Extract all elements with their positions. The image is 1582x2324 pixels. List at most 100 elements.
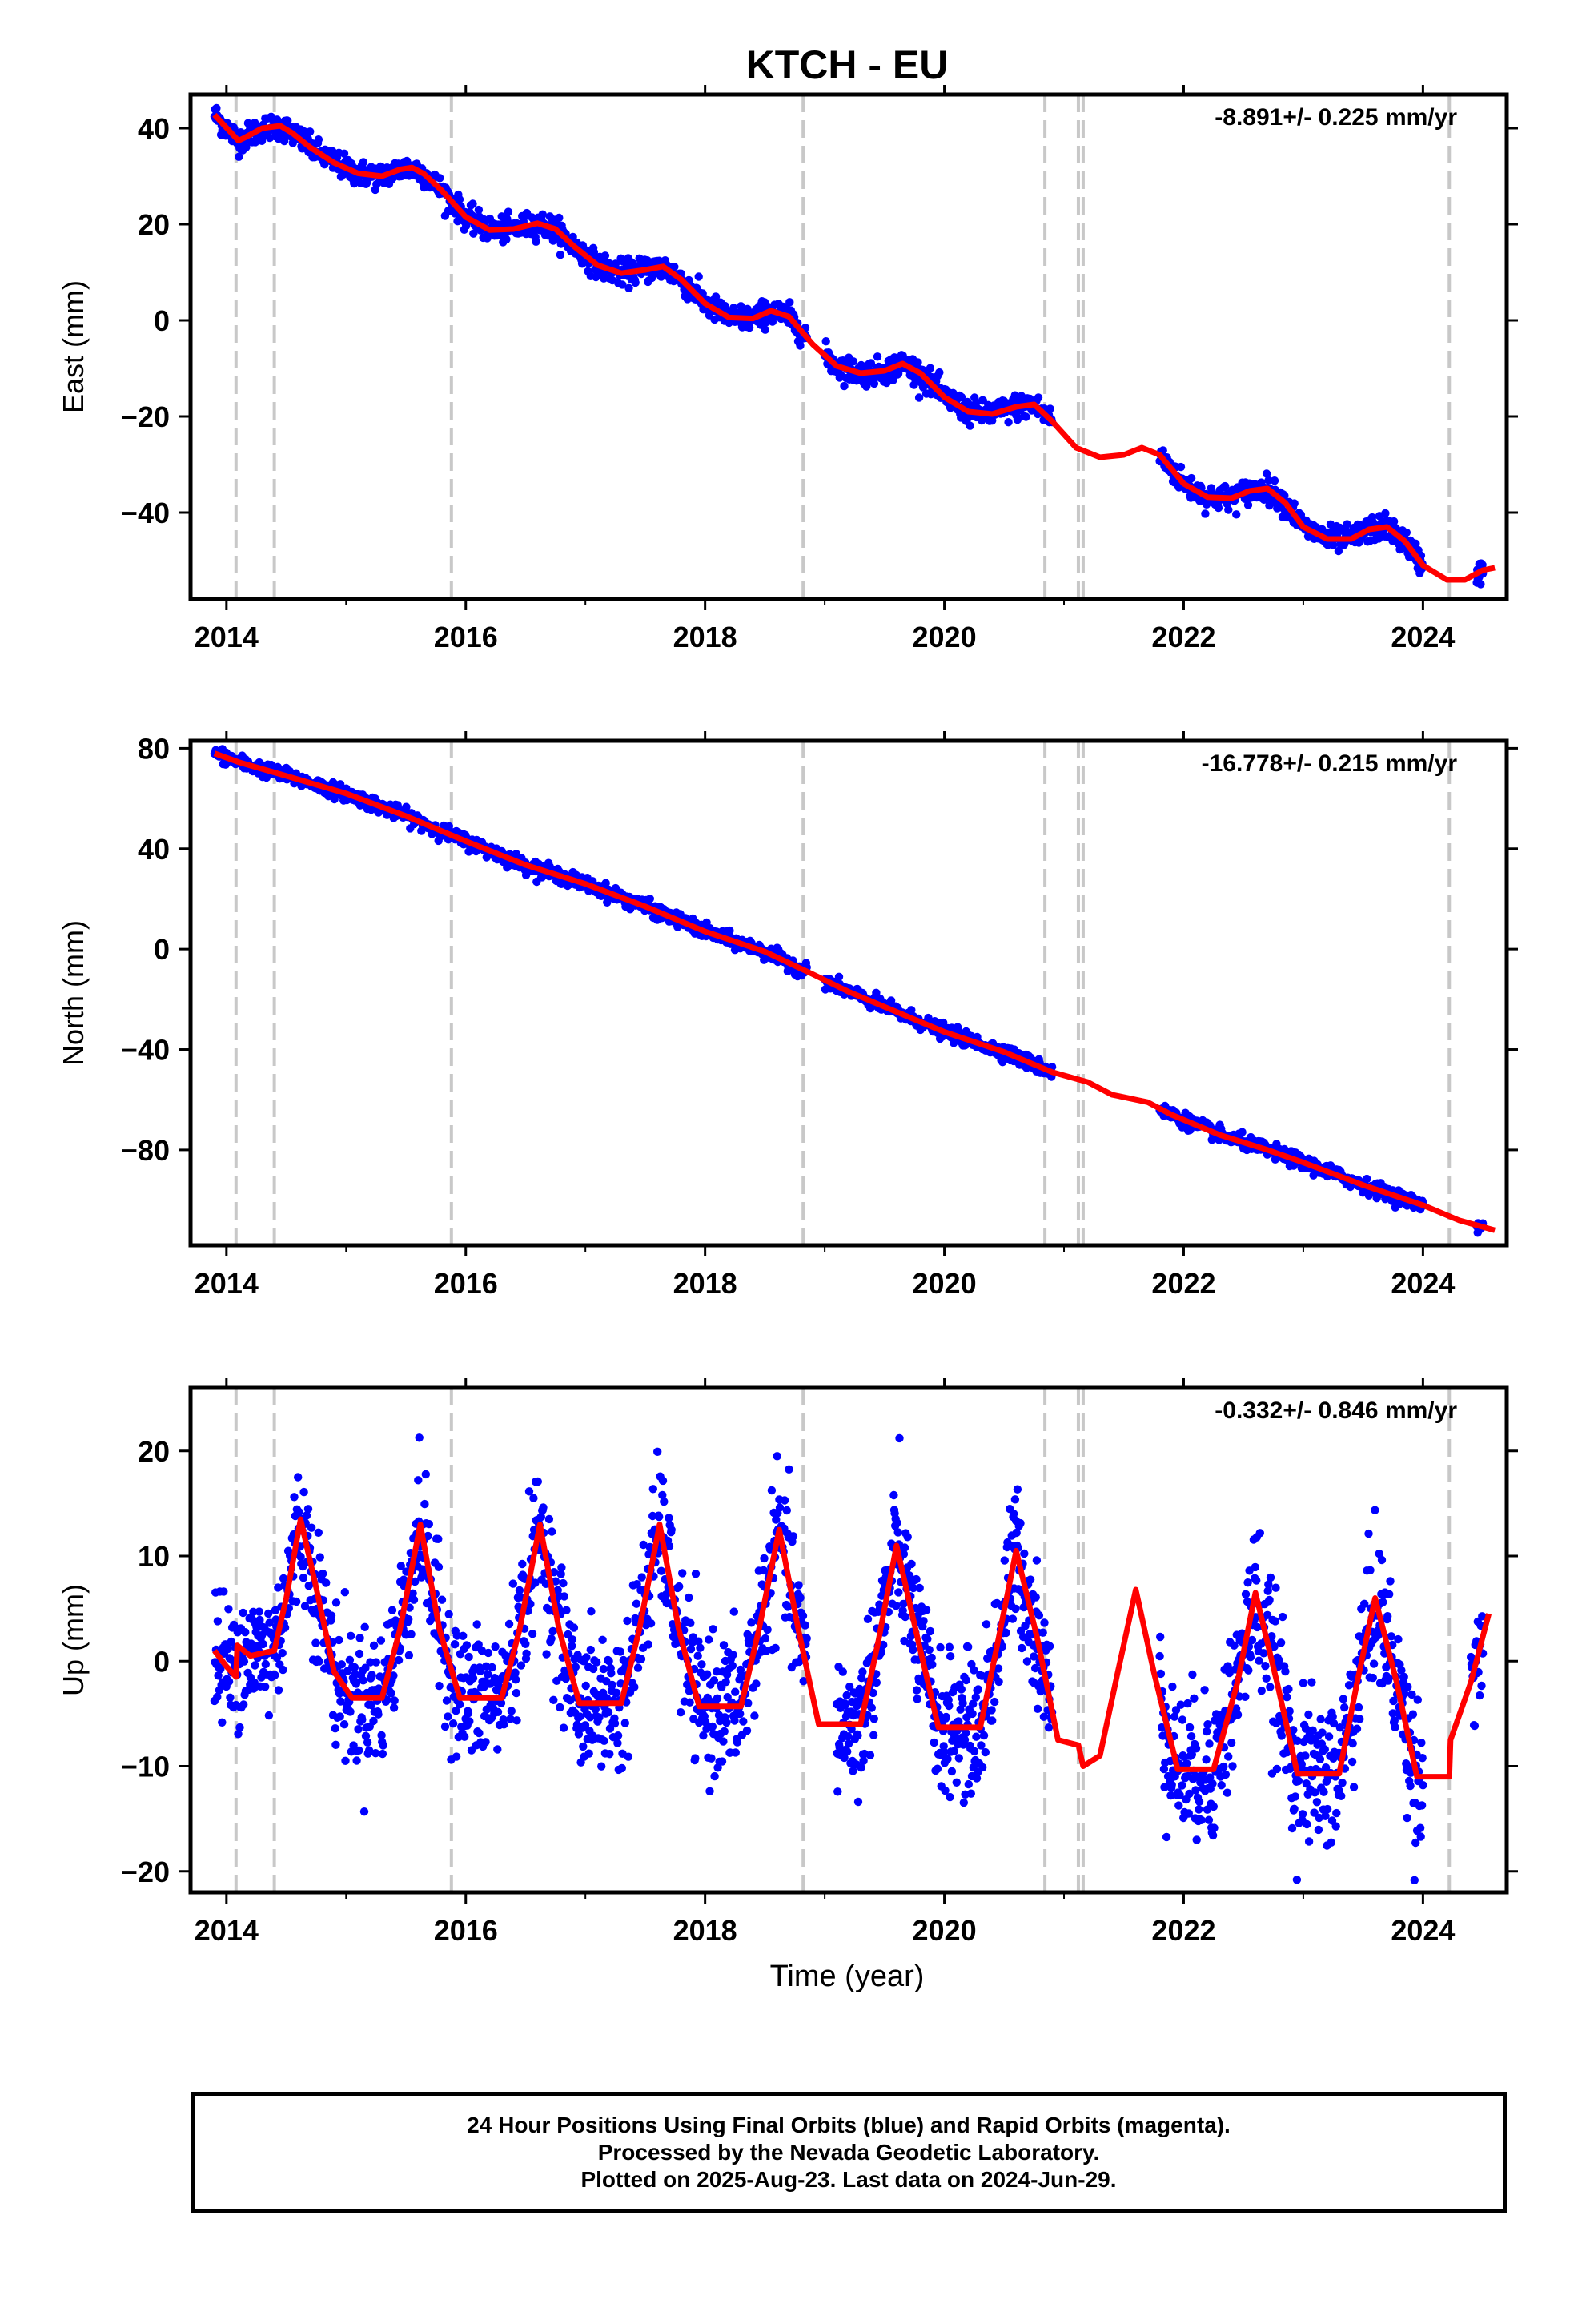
y-tick-label: 40 xyxy=(138,833,170,866)
data-point xyxy=(648,1511,657,1521)
x-tick-label: 2022 xyxy=(1151,1267,1215,1300)
data-point xyxy=(624,283,633,292)
data-point xyxy=(771,1643,780,1653)
data-point xyxy=(1030,1663,1040,1673)
data-point xyxy=(239,1608,247,1618)
data-point xyxy=(677,1708,685,1717)
data-point xyxy=(912,1574,921,1584)
data-point xyxy=(522,1649,531,1658)
data-point xyxy=(279,1574,288,1583)
data-point xyxy=(556,251,565,259)
data-point xyxy=(464,1652,473,1662)
data-point xyxy=(366,1658,375,1667)
data-point xyxy=(1013,415,1022,424)
data-point xyxy=(404,1651,414,1660)
data-point xyxy=(314,1528,323,1538)
data-point xyxy=(719,1641,729,1650)
data-point xyxy=(340,1588,349,1597)
data-point xyxy=(551,1577,560,1586)
data-point xyxy=(914,393,924,402)
data-point xyxy=(512,1688,521,1698)
data-point xyxy=(218,1718,227,1727)
data-point xyxy=(481,1738,490,1747)
data-point xyxy=(736,1665,745,1675)
data-point xyxy=(796,341,805,350)
data-point xyxy=(440,1722,450,1731)
plot-frame-north xyxy=(188,738,1509,1248)
data-point xyxy=(280,1623,290,1632)
data-point xyxy=(720,1727,729,1736)
data-point xyxy=(394,1655,404,1665)
data-point xyxy=(941,1786,950,1795)
data-point xyxy=(213,1692,222,1702)
data-point xyxy=(1004,418,1013,427)
y-tick-label: −20 xyxy=(121,400,170,433)
data-point xyxy=(390,1696,399,1705)
data-point xyxy=(789,1532,798,1541)
x-tick-label: 2020 xyxy=(913,1267,977,1300)
data-point xyxy=(865,1751,875,1759)
data-point xyxy=(696,1643,705,1652)
data-point xyxy=(1186,473,1196,483)
data-point xyxy=(469,229,478,238)
data-point xyxy=(504,207,513,216)
data-point xyxy=(592,1658,601,1667)
data-point xyxy=(506,1715,515,1723)
data-point xyxy=(571,1663,580,1671)
data-point xyxy=(547,1634,556,1643)
data-point xyxy=(444,1712,452,1721)
data-point xyxy=(604,1656,613,1666)
data-point xyxy=(560,1592,568,1601)
data-point xyxy=(665,1514,673,1522)
data-point xyxy=(785,298,794,307)
data-point xyxy=(685,1593,693,1602)
data-point xyxy=(660,1497,669,1506)
data-point xyxy=(241,1628,250,1637)
data-point xyxy=(472,1620,481,1629)
data-point xyxy=(909,1583,918,1593)
data-point xyxy=(389,1671,398,1680)
data-point xyxy=(709,1625,717,1634)
data-point xyxy=(264,1609,273,1618)
data-point xyxy=(873,352,882,361)
data-point xyxy=(752,1679,761,1688)
data-point xyxy=(584,1749,593,1758)
data-point xyxy=(935,368,944,377)
data-point xyxy=(493,1707,503,1716)
data-point xyxy=(307,1523,316,1532)
data-point xyxy=(279,1665,287,1675)
data-point xyxy=(339,1720,349,1729)
data-point xyxy=(603,898,612,907)
x-tick-label: 2016 xyxy=(434,621,498,653)
data-point xyxy=(919,1617,928,1626)
data-point xyxy=(701,1718,710,1727)
data-point xyxy=(1176,462,1186,472)
data-point xyxy=(794,1581,803,1590)
data-point xyxy=(667,1526,676,1534)
plot-frame-east xyxy=(188,92,1509,601)
data-point xyxy=(840,381,849,391)
data-point xyxy=(359,1807,369,1816)
data-point xyxy=(518,1559,527,1569)
data-point xyxy=(1038,1628,1047,1637)
data-point xyxy=(1046,404,1054,413)
data-point xyxy=(335,1635,343,1645)
data-point xyxy=(892,1602,901,1610)
data-point xyxy=(907,1006,916,1015)
data-point xyxy=(591,1705,600,1714)
data-point xyxy=(278,1648,287,1658)
data-point xyxy=(1329,541,1338,549)
data-point xyxy=(450,1640,460,1649)
data-point xyxy=(360,1622,369,1632)
data-point xyxy=(866,359,876,368)
data-point xyxy=(739,1717,748,1726)
data-point xyxy=(465,1717,474,1726)
data-point xyxy=(239,1657,249,1666)
data-point xyxy=(568,1635,577,1644)
data-point xyxy=(721,301,729,311)
data-point xyxy=(502,235,511,244)
data-point xyxy=(750,1711,759,1720)
data-point xyxy=(216,1665,225,1674)
data-point xyxy=(223,1644,232,1654)
